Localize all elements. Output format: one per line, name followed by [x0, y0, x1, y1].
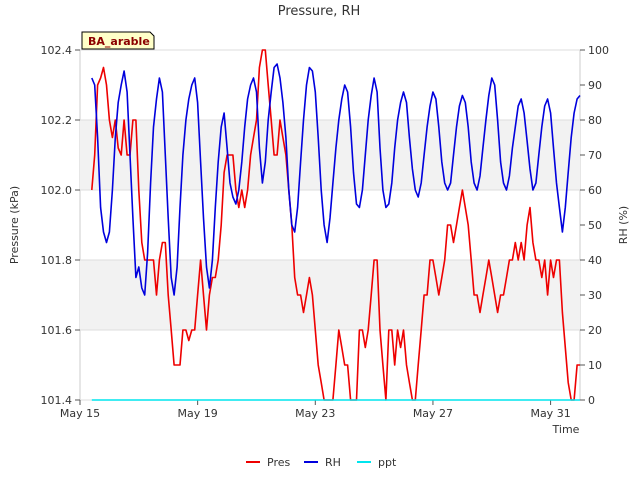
y-axis-left-label: Pressure (kPa) [8, 186, 21, 264]
y-axis-right-label: RH (%) [617, 206, 630, 244]
series-line-rh [91, 63, 581, 296]
y-right-tick-label-7: 70 [588, 149, 602, 162]
y-left-tick-label-4: 102.2 [41, 114, 73, 127]
y-left-tick-label-3: 102.0 [41, 184, 73, 197]
y-right-tick-label-5: 50 [588, 219, 602, 232]
chart-title: Pressure, RH [278, 4, 361, 19]
y-axis-right-ticks: 0 10 20 30 40 50 60 70 80 90 100 [580, 44, 609, 407]
shaded-band-0 [80, 260, 580, 330]
y-axis-left-ticks: 101.4 101.6 101.8 102.0 102.2 102.4 [41, 44, 80, 407]
shaded-band-1 [80, 120, 580, 190]
series-line-pres [91, 49, 580, 401]
x-tick-label-3: May 27 [413, 407, 453, 420]
plot-area [79, 49, 581, 401]
x-tick-label-2: May 23 [295, 407, 335, 420]
y-right-tick-label-1: 10 [588, 359, 602, 372]
x-tick-label-4: May 31 [530, 407, 570, 420]
y-right-tick-label-10: 100 [588, 44, 609, 57]
y-right-tick-label-6: 60 [588, 184, 602, 197]
y-right-tick-label-0: 0 [588, 394, 595, 407]
x-tick-label-0: May 15 [60, 407, 100, 420]
y-left-tick-label-5: 102.4 [41, 44, 73, 57]
legend-label-pres: Pres [267, 456, 290, 469]
y-right-tick-label-8: 80 [588, 114, 602, 127]
y-left-tick-label-1: 101.6 [41, 324, 73, 337]
legend-label-ppt: ppt [378, 456, 397, 469]
shaded-bands [80, 120, 580, 330]
y-right-tick-label-2: 20 [588, 324, 602, 337]
y-right-tick-label-3: 30 [588, 289, 602, 302]
station-label-box: BA_arable [81, 31, 155, 50]
station-label: BA_arable [88, 35, 150, 48]
y-right-tick-label-9: 90 [588, 79, 602, 92]
x-axis-ticks: May 15 May 19 May 23 May 27 May 31 [60, 400, 571, 420]
series-lines [91, 49, 581, 401]
legend-label-rh: RH [325, 456, 341, 469]
y-left-tick-label-0: 101.4 [41, 394, 73, 407]
x-tick-label-1: May 19 [178, 407, 218, 420]
y-left-tick-label-2: 101.8 [41, 254, 73, 267]
x-axis-label: Time [552, 423, 580, 436]
legend: Pres RH ppt [246, 456, 397, 469]
plot-frame [79, 49, 581, 401]
y-right-tick-label-4: 40 [588, 254, 602, 267]
